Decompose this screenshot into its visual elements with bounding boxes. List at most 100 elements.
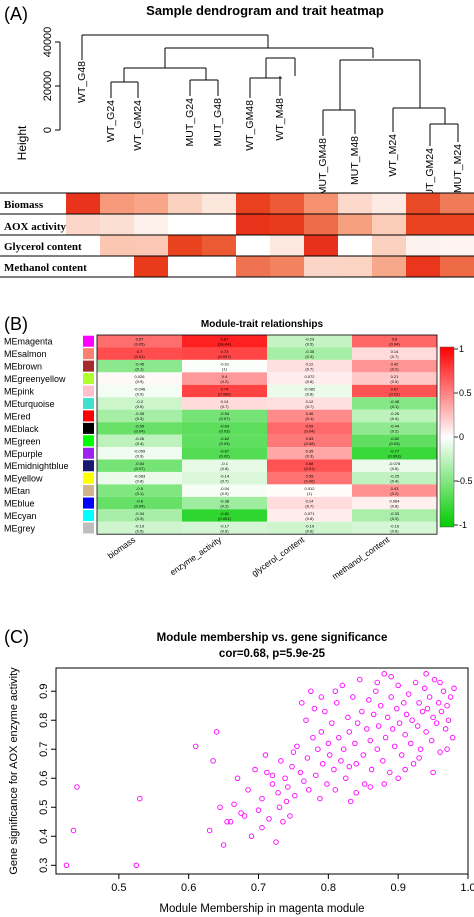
leaf-label-wt-g24: WT_G24 xyxy=(105,100,117,142)
cell-p-value: (0.04) xyxy=(389,342,400,347)
cell-p-value: (0.8) xyxy=(305,379,314,384)
cell-p-value: (2e-04) xyxy=(218,342,232,347)
scatter-point xyxy=(431,676,438,683)
module-trait-cell xyxy=(182,484,267,497)
trait-heat-cell xyxy=(440,235,474,256)
mtx-label-glycerol-content: glycerol_content xyxy=(250,534,307,578)
module-trait-cell xyxy=(182,347,267,360)
module-trait-cell xyxy=(352,422,437,435)
scatter-point xyxy=(389,726,396,732)
scatter-point xyxy=(444,746,450,752)
scatter-point xyxy=(318,694,325,700)
module-trait-cell xyxy=(352,372,437,385)
scatter-point xyxy=(424,705,431,712)
cell-correlation-value: 0.12 xyxy=(306,361,315,366)
scatter-point xyxy=(374,679,380,686)
scatter-point xyxy=(262,752,269,758)
scatter-point xyxy=(329,720,335,726)
module-trait-cell xyxy=(97,496,182,510)
module-trait-cell xyxy=(182,384,267,398)
scatter-xtick-label: 0.8 xyxy=(321,882,336,894)
scatter-point xyxy=(241,813,248,819)
module-trait-cell xyxy=(352,496,437,510)
cell-p-value: (0.3) xyxy=(135,516,144,521)
module-trait-cell xyxy=(352,434,437,448)
scatter-point xyxy=(395,775,401,782)
scatter-point xyxy=(333,700,340,706)
scatter-point xyxy=(366,697,372,703)
scatter-point xyxy=(353,760,360,767)
scatter-point xyxy=(440,688,447,694)
cell-correlation-value: 0.12 xyxy=(306,399,315,404)
trait-heat-cell xyxy=(338,193,373,214)
leaf-label-mut-m24: MUT_M24 xyxy=(452,144,464,193)
module-trait-cell xyxy=(97,447,182,460)
scatter-point xyxy=(451,685,457,692)
trait-heat-cell xyxy=(338,214,373,235)
scatter-point xyxy=(373,688,379,694)
scatter-ylabel: Gene significance for AOX enzyme activit… xyxy=(8,667,20,875)
scatter-point xyxy=(361,781,368,787)
scatter-point xyxy=(405,691,412,697)
scatter-point xyxy=(213,729,220,735)
module-trait-cell xyxy=(352,471,437,485)
dendrogram-ytick-40000: 40000 xyxy=(42,27,54,58)
module-color-swatch xyxy=(83,472,94,484)
panel-c-label: (C) xyxy=(4,627,29,647)
trait-heatmap xyxy=(0,192,474,278)
cell-correlation-value: -0.059 xyxy=(134,449,146,454)
cell-p-value: (0.6) xyxy=(305,528,314,533)
cell-correlation-value: -0.62 xyxy=(390,436,400,441)
dendrogram-ytick-20000: 20000 xyxy=(42,71,54,102)
leaf-label-wt-m24: WT_M24 xyxy=(387,134,399,177)
module-trait-cell xyxy=(182,447,267,460)
scatter-ytick-label: 0.5 xyxy=(38,800,50,815)
cell-p-value: (0.5) xyxy=(135,528,144,533)
cell-correlation-value: 0.026 xyxy=(134,374,145,379)
scatter-point xyxy=(306,787,312,793)
scatter-point xyxy=(442,726,449,732)
scatter-point xyxy=(391,743,398,750)
cell-correlation-value: 0.87 xyxy=(221,337,230,342)
cell-p-value: (0.003) xyxy=(388,454,401,459)
leaf-label-mut-gm24: MUT_GM24 xyxy=(424,148,436,205)
scatter-point xyxy=(426,694,433,700)
cell-p-value: (0.1) xyxy=(135,366,144,371)
scatter-point xyxy=(402,766,408,773)
scatter-point xyxy=(417,746,424,752)
cell-p-value: (0.2) xyxy=(390,366,399,371)
trait-heat-cell xyxy=(66,193,101,214)
scatter-point xyxy=(299,700,305,706)
cell-correlation-value: -0.38 xyxy=(220,498,230,503)
scatter-point xyxy=(346,729,353,735)
cell-correlation-value: 0.14 xyxy=(221,399,230,404)
cell-correlation-value: 0.064 xyxy=(389,498,400,503)
panel-a-title: Sample dendrogram and trait heatmap xyxy=(146,3,384,18)
cell-p-value: (0.007) xyxy=(218,354,231,359)
cell-p-value: (0.5) xyxy=(390,379,399,384)
scatter-point xyxy=(368,766,375,773)
scatter-point xyxy=(421,685,428,692)
scatter-point xyxy=(449,734,456,741)
scatter-point xyxy=(332,787,339,793)
leaf-label-mut-gm48: MUT_GM48 xyxy=(317,138,329,195)
trait-heat-cell xyxy=(236,235,271,256)
trait-label-aox-activity: AOX activity xyxy=(4,221,67,233)
cell-p-value: (0.8) xyxy=(135,478,144,483)
trait-heat-cell xyxy=(168,256,203,277)
cell-p-value: (0.1) xyxy=(135,491,144,496)
scatter-point xyxy=(231,801,237,808)
cell-p-value: (0.001) xyxy=(218,516,231,521)
module-color-swatch xyxy=(83,447,94,459)
module-color-swatch xyxy=(83,522,94,534)
scatter-point xyxy=(437,679,443,686)
module-trait-cell xyxy=(97,471,182,485)
trait-heat-cell xyxy=(304,235,339,256)
colorbar-tick-1: 1 xyxy=(459,344,464,354)
leaf-label-mut-g24: MUT_G24 xyxy=(184,98,196,147)
module-trait-cell xyxy=(97,359,182,373)
trait-heat-cell xyxy=(134,256,169,277)
cell-p-value: (0.03) xyxy=(389,441,400,446)
trait-heat-cell xyxy=(202,235,237,256)
cell-correlation-value: 0.53 xyxy=(306,436,315,441)
